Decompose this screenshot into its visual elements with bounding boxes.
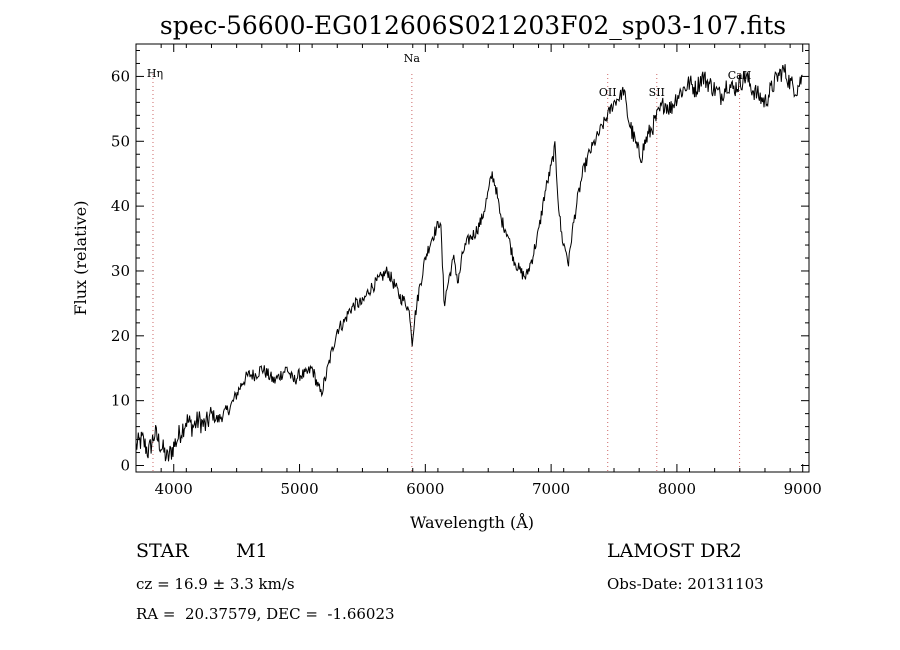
x-tick-label: 6000 — [406, 480, 444, 498]
y-tick-label: 50 — [111, 132, 130, 150]
object-class: STAR — [136, 540, 189, 562]
observation-date: Obs-Date: 20131103 — [607, 575, 764, 593]
reference-line-label: Hη — [147, 67, 163, 80]
y-tick-label: 60 — [111, 67, 130, 85]
x-tick-label: 9000 — [784, 480, 822, 498]
y-tick-label: 30 — [111, 262, 130, 280]
x-tick-label: 4000 — [155, 480, 193, 498]
chart-title: spec-56600-EG012606S021203F02_sp03-107.f… — [160, 11, 786, 40]
spectrum-line — [135, 64, 803, 462]
reference-line-label: OII — [599, 86, 617, 99]
reference-line-label: SII — [649, 86, 665, 99]
x-tick-label: 7000 — [532, 480, 570, 498]
x-axis-label: Wavelength (Å) — [410, 512, 534, 532]
y-tick-label: 40 — [111, 197, 130, 215]
y-tick-label: 20 — [111, 327, 130, 345]
object-subclass: M1 — [236, 540, 268, 562]
y-axis-label: Flux (relative) — [71, 201, 90, 316]
redshift-cz: cz = 16.9 ± 3.3 km/s — [136, 575, 295, 593]
survey-name: LAMOST DR2 — [607, 540, 742, 562]
plot-frame — [135, 43, 810, 473]
y-tick-label: 0 — [120, 457, 130, 475]
axis-ticks: 4000 5000 6000 7000 8000 9000 0 10 20 30 40 50 60 — [111, 44, 822, 498]
reference-line-label: Na — [404, 52, 421, 65]
y-tick-label: 10 — [111, 392, 130, 410]
ra-dec: RA = 20.37579, DEC = -1.66023 — [136, 605, 395, 623]
x-tick-label: 5000 — [280, 480, 318, 498]
x-tick-label: 8000 — [658, 480, 696, 498]
